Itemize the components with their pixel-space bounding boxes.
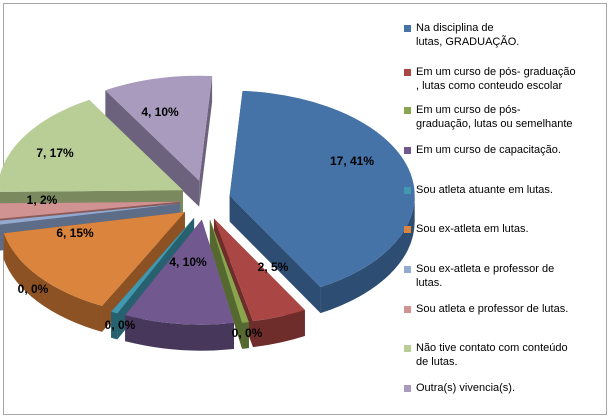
legend-swatch <box>404 25 411 32</box>
pie-slice-wall <box>229 195 321 314</box>
pie-slices <box>0 75 415 351</box>
pie-slice <box>125 219 234 351</box>
pie-slice-side <box>3 233 102 332</box>
pie-slice-top <box>209 219 249 323</box>
pie-slice-top <box>213 218 305 322</box>
pie-slice <box>229 90 415 314</box>
legend-swatch <box>404 306 411 313</box>
pie-slice-top <box>0 201 180 219</box>
legend-label: Não tive contato com conteúdo de lutas. <box>416 342 568 368</box>
legend-swatch <box>404 266 411 273</box>
legend-item: Sou atleta e professor de lutas. <box>404 302 611 316</box>
pie-slice-top <box>111 217 195 314</box>
data-label: 0, 0% <box>105 318 136 332</box>
legend-label: Sou atleta e professor de lutas. <box>416 303 569 315</box>
pie-slice-top <box>3 212 185 306</box>
legend-item: Sou atleta atuante em lutas. <box>404 183 611 197</box>
data-label: 0, 0% <box>232 326 263 340</box>
data-labels: 17, 41% 2, 5% 0, 0% 4, 10% 0, 0% 6, 15% 0, 0% 1… <box>18 105 375 340</box>
data-label: 1, 2% <box>27 193 58 207</box>
legend-item: Sou ex-atleta em lutas. <box>404 222 611 236</box>
pie-slice <box>3 212 185 332</box>
pie-slice-side <box>125 315 234 351</box>
pie-slice-top <box>229 90 415 288</box>
data-label: 17, 41% <box>330 154 374 168</box>
data-label: 4, 10% <box>169 255 207 269</box>
pie-slice-wall <box>209 219 249 349</box>
pie-slice-top <box>0 99 183 192</box>
legend-swatch <box>404 187 411 194</box>
legend-label: Na disciplina de lutas, GRADUAÇÃO. <box>416 22 520 48</box>
pie-slice-side <box>111 311 118 340</box>
pie-slice <box>209 219 249 349</box>
legend-item: Em um curso de pós-graduação, lutas ou s… <box>404 103 611 131</box>
data-label: 4, 10% <box>141 105 179 119</box>
legend-swatch <box>404 226 411 233</box>
data-label: 7, 17% <box>36 146 74 160</box>
legend-swatch <box>404 345 411 352</box>
legend-label: Sou ex-atleta e professor de lutas. <box>416 263 555 289</box>
pie-slice <box>105 75 213 207</box>
legend-item: Na disciplina de lutas, GRADUAÇÃO. <box>404 21 611 49</box>
legend-label: Outra(s) vivencia(s). <box>416 382 516 394</box>
legend-swatch <box>404 385 411 392</box>
legend-label: Em um curso de pós- graduação, lutas com… <box>416 66 576 92</box>
pie-slice-side <box>252 309 305 348</box>
pie-slice-side <box>320 195 415 314</box>
pie-slice-side <box>242 322 249 349</box>
pie-slice-wall <box>199 75 213 207</box>
legend-swatch <box>404 69 411 76</box>
legend-label: Sou ex-atleta em lutas. <box>416 223 529 235</box>
data-label: 0, 0% <box>18 282 49 296</box>
data-label: 6, 15% <box>56 226 94 240</box>
legend-item: Não tive contato com conteúdo de lutas. <box>404 341 611 369</box>
legend-swatch <box>404 107 411 114</box>
legend-swatch <box>404 147 411 154</box>
pie-slice-top <box>125 219 234 325</box>
pie-slice-wall <box>105 90 200 207</box>
legend-item: Em um curso de capacitação. <box>404 143 611 157</box>
legend-item: Em um curso de pós- graduação, lutas com… <box>404 65 611 93</box>
data-label: 2, 5% <box>258 260 289 274</box>
legend-label: Sou atleta atuante em lutas. <box>416 184 553 196</box>
legend-item: Sou ex-atleta e professor de lutas. <box>404 262 611 290</box>
pie-slice-top <box>105 75 213 181</box>
legend-label: Em um curso de capacitação. <box>416 144 561 156</box>
legend-label: Em um curso de pós-graduação, lutas ou s… <box>416 104 573 130</box>
legend-item: Outra(s) vivencia(s). <box>404 381 611 395</box>
